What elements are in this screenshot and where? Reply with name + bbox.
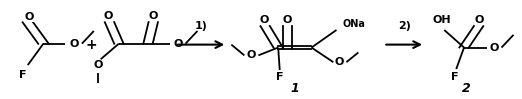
Text: O: O [24,12,33,22]
Text: O: O [69,39,79,49]
Text: O: O [104,11,113,21]
Text: 2: 2 [462,82,471,95]
Text: F: F [451,72,458,82]
Text: OH: OH [433,15,452,25]
Text: O: O [490,43,499,53]
Text: O: O [283,15,292,25]
Text: 1: 1 [290,82,299,95]
Text: F: F [276,72,283,82]
Text: 1): 1) [195,21,208,31]
Text: F: F [19,70,26,80]
Text: ONa: ONa [343,19,365,29]
Text: O: O [335,57,345,67]
Text: O: O [173,39,183,49]
Text: O: O [149,11,158,21]
Text: O: O [246,50,256,60]
Text: O: O [260,15,269,25]
Text: +: + [86,38,98,52]
Text: O: O [93,60,103,70]
Text: 2): 2) [398,21,411,31]
Text: O: O [475,15,484,25]
